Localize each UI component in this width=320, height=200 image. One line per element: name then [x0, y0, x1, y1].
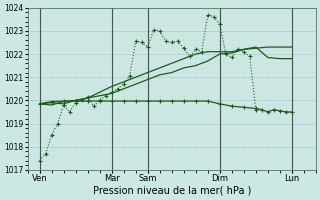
X-axis label: Pression niveau de la mer( hPa ): Pression niveau de la mer( hPa ) — [92, 186, 251, 196]
